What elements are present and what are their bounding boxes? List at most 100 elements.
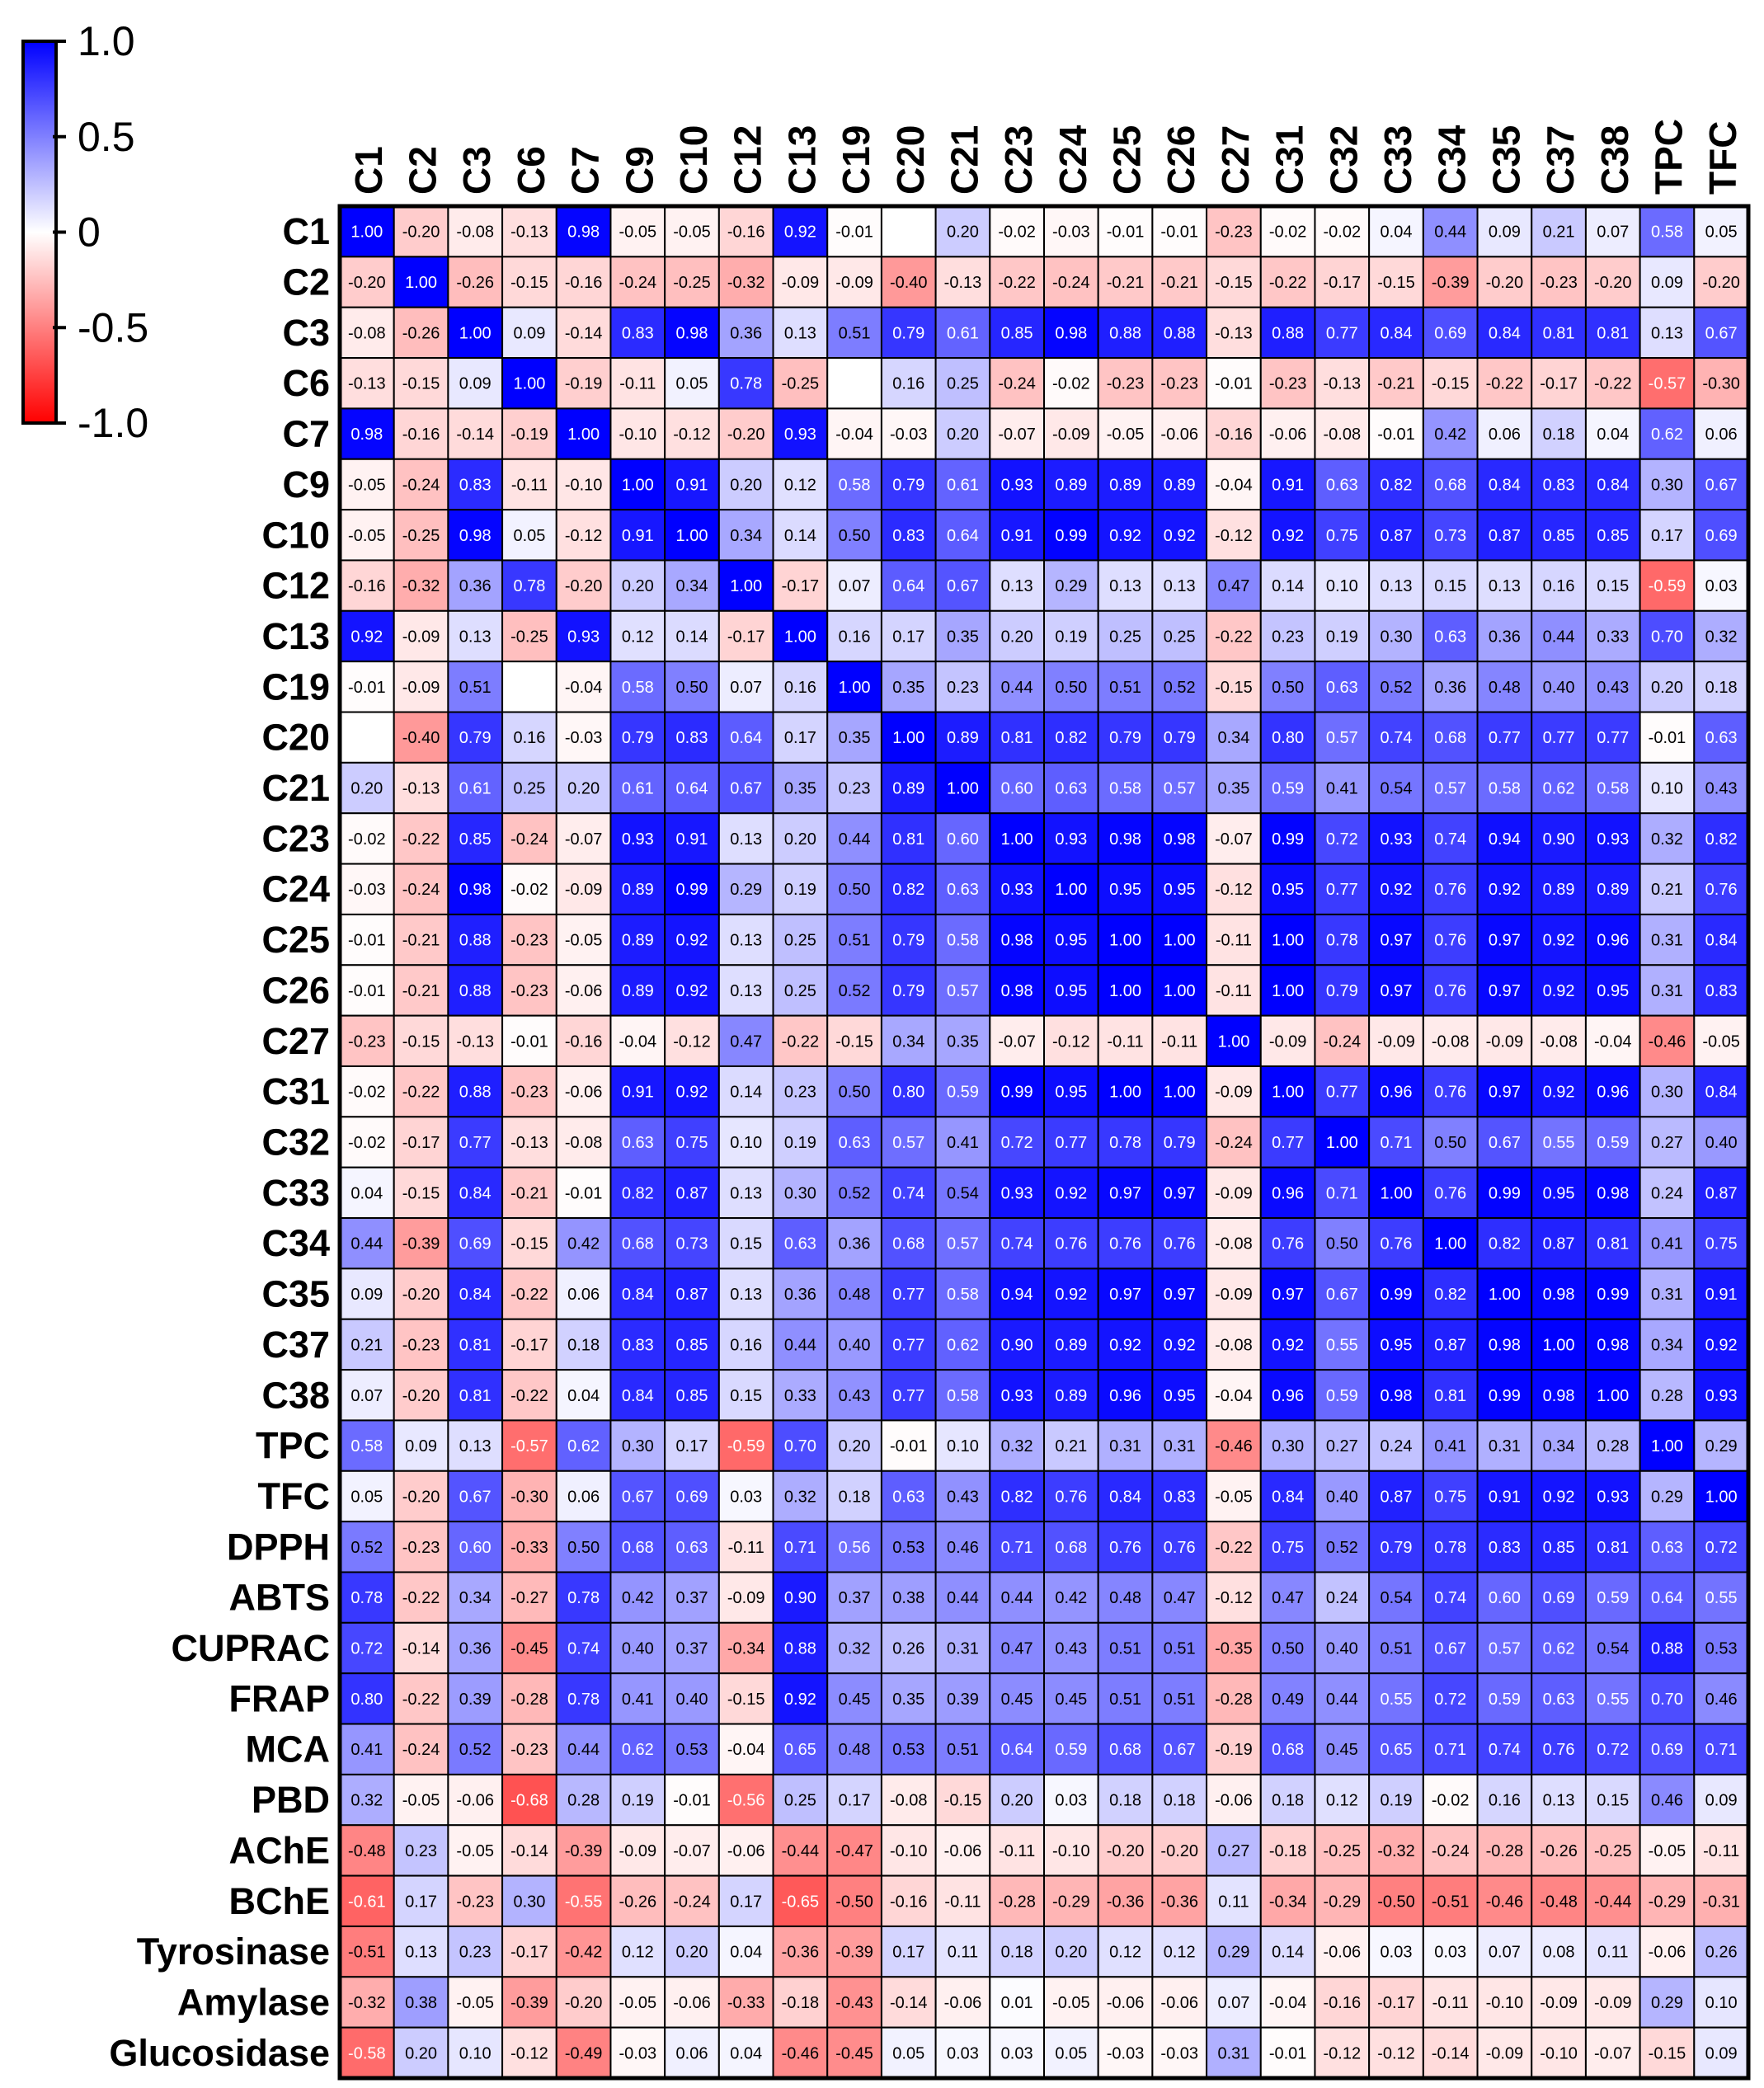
cell-value: 0.88 [459,932,492,950]
cell-mca-c2: -0.24 [393,1723,449,1775]
cell-c24-c26: 0.95 [1151,863,1208,915]
cell-value: -0.22 [402,830,440,849]
cell-value: -0.11 [1432,1994,1469,2012]
heatmap-cell [989,661,1046,713]
cell-value: 0.27 [1651,1134,1683,1152]
heatmap-cell [1639,1521,1696,1573]
cell-c6-c9: -0.11 [609,357,666,410]
heatmap-cell [664,509,720,562]
heatmap-cell [1422,1470,1479,1523]
heatmap-cell [1206,1217,1262,1270]
heatmap-cell [501,1874,557,1927]
cell-value: 0.98 [676,324,708,342]
cell-value: -0.30 [1702,375,1740,393]
cell-c7-c1: 0.98 [339,407,395,460]
cell-value: 0.76 [1543,1741,1575,1759]
cell-value: 1.00 [567,426,600,444]
cell-c13-c12: -0.17 [717,609,774,663]
cell-value: 0.31 [1217,2044,1249,2062]
cell-value: -0.13 [348,375,386,393]
cell-value: 0.16 [513,729,545,747]
heatmap-cell [1043,1521,1099,1573]
cell-bche-c6: 0.30 [501,1874,557,1927]
heatmap-cell [555,964,612,1017]
heatmap-cell [339,609,395,663]
heatmap-cell [664,1217,720,1270]
cell-c26-c3: 0.88 [447,964,504,1017]
heatmap-cell [1368,509,1424,562]
cell-value: -0.17 [782,577,820,595]
cell-glucosidase-c24: 0.05 [1043,2026,1099,2080]
cell-value: -0.16 [402,426,440,444]
cell-value: 0.24 [1326,1589,1358,1607]
cell-c2-tfc: -0.20 [1693,256,1749,308]
cell-tpc-c31: 0.30 [1259,1419,1316,1472]
cell-c31-tpc: 0.30 [1639,1065,1696,1118]
cell-value: 0.93 [1001,1184,1033,1202]
cell-c25-c37: 0.92 [1531,913,1587,966]
cell-c25-c25: 1.00 [1097,913,1154,966]
cell-c20-c7: -0.03 [555,711,612,764]
cell-value: -0.11 [619,375,656,393]
cell-value: 0.13 [730,1184,762,1202]
cell-value: 0.13 [1543,1792,1575,1810]
heatmap-cell [339,1116,395,1169]
cell-value: -0.05 [565,932,603,950]
cell-tpc-c38: 0.28 [1584,1419,1641,1472]
cell-value: 0.74 [1381,729,1413,747]
heatmap-cell [393,1723,449,1775]
cell-c26-tpc: 0.31 [1639,964,1696,1017]
cell-pbd-c1: 0.32 [339,1773,395,1827]
cell-value: -0.02 [1432,1792,1470,1810]
cell-value: -0.22 [1215,628,1253,646]
cell-c21-c20: 0.89 [880,761,937,815]
cell-c19-c23: 0.44 [989,661,1046,713]
cell-c34-tfc: 0.75 [1693,1217,1749,1270]
cell-c20-c6: 0.16 [501,711,557,764]
cell-value: 0.04 [730,1944,762,1962]
cell-tfc-c21: 0.43 [934,1470,991,1523]
cell-abts-c35: 0.60 [1476,1571,1533,1624]
cell-glucosidase-c2: 0.20 [393,2026,449,2080]
heatmap-cell [1097,661,1154,713]
cell-c38-c24: 0.89 [1043,1369,1099,1422]
cell-bche-c10: -0.24 [664,1874,720,1927]
heatmap-cell [1151,1267,1208,1320]
cell-value: -0.07 [998,426,1036,444]
cell-c3-c13: 0.13 [772,306,829,360]
heatmap-cell [555,761,612,815]
cell-value: -0.56 [727,1792,765,1810]
cell-c13-c6: -0.25 [501,609,557,663]
cell-c27-c21: 0.35 [934,1014,991,1067]
heatmap-cell [1531,357,1587,410]
cell-c12-c25: 0.13 [1097,559,1154,612]
cell-value: 0.89 [1597,881,1629,899]
cell-c38-c20: 0.77 [880,1369,937,1422]
cell-c21-c25: 0.58 [1097,761,1154,815]
heatmap-cell [717,812,774,865]
cell-c24-c38: 0.89 [1584,863,1641,915]
cell-c34-c19: 0.36 [826,1217,882,1270]
heatmap-cell [1639,306,1696,360]
cell-c38-c19: 0.43 [826,1369,882,1422]
cell-value: 0.25 [947,375,979,393]
heatmap-cell [1422,1014,1479,1067]
cell-value: 0.97 [1109,1286,1141,1304]
heatmap-cell [934,306,991,360]
cell-value: 0.48 [1489,679,1521,697]
cell-c32-c6: -0.13 [501,1116,557,1169]
column-label-c32: C32 [1322,125,1365,195]
heatmap-cell [609,863,666,915]
cell-value: 0.65 [784,1741,816,1759]
heatmap-cell [717,1014,774,1067]
cell-value: 0.68 [1109,1741,1141,1759]
cell-value: 1.00 [1272,932,1304,950]
colorbar: 1.00.50-0.5-1.0 [21,18,148,446]
cell-frap-c7: 0.78 [555,1672,612,1725]
cell-value: 1.00 [1109,982,1141,1000]
cell-value: 0.82 [1489,1235,1521,1253]
cell-value: -0.23 [1160,375,1198,393]
cell-c1-c19: -0.01 [826,205,882,258]
cell-c33-tfc: 0.87 [1693,1166,1749,1220]
cell-c26-c20: 0.79 [880,964,937,1017]
